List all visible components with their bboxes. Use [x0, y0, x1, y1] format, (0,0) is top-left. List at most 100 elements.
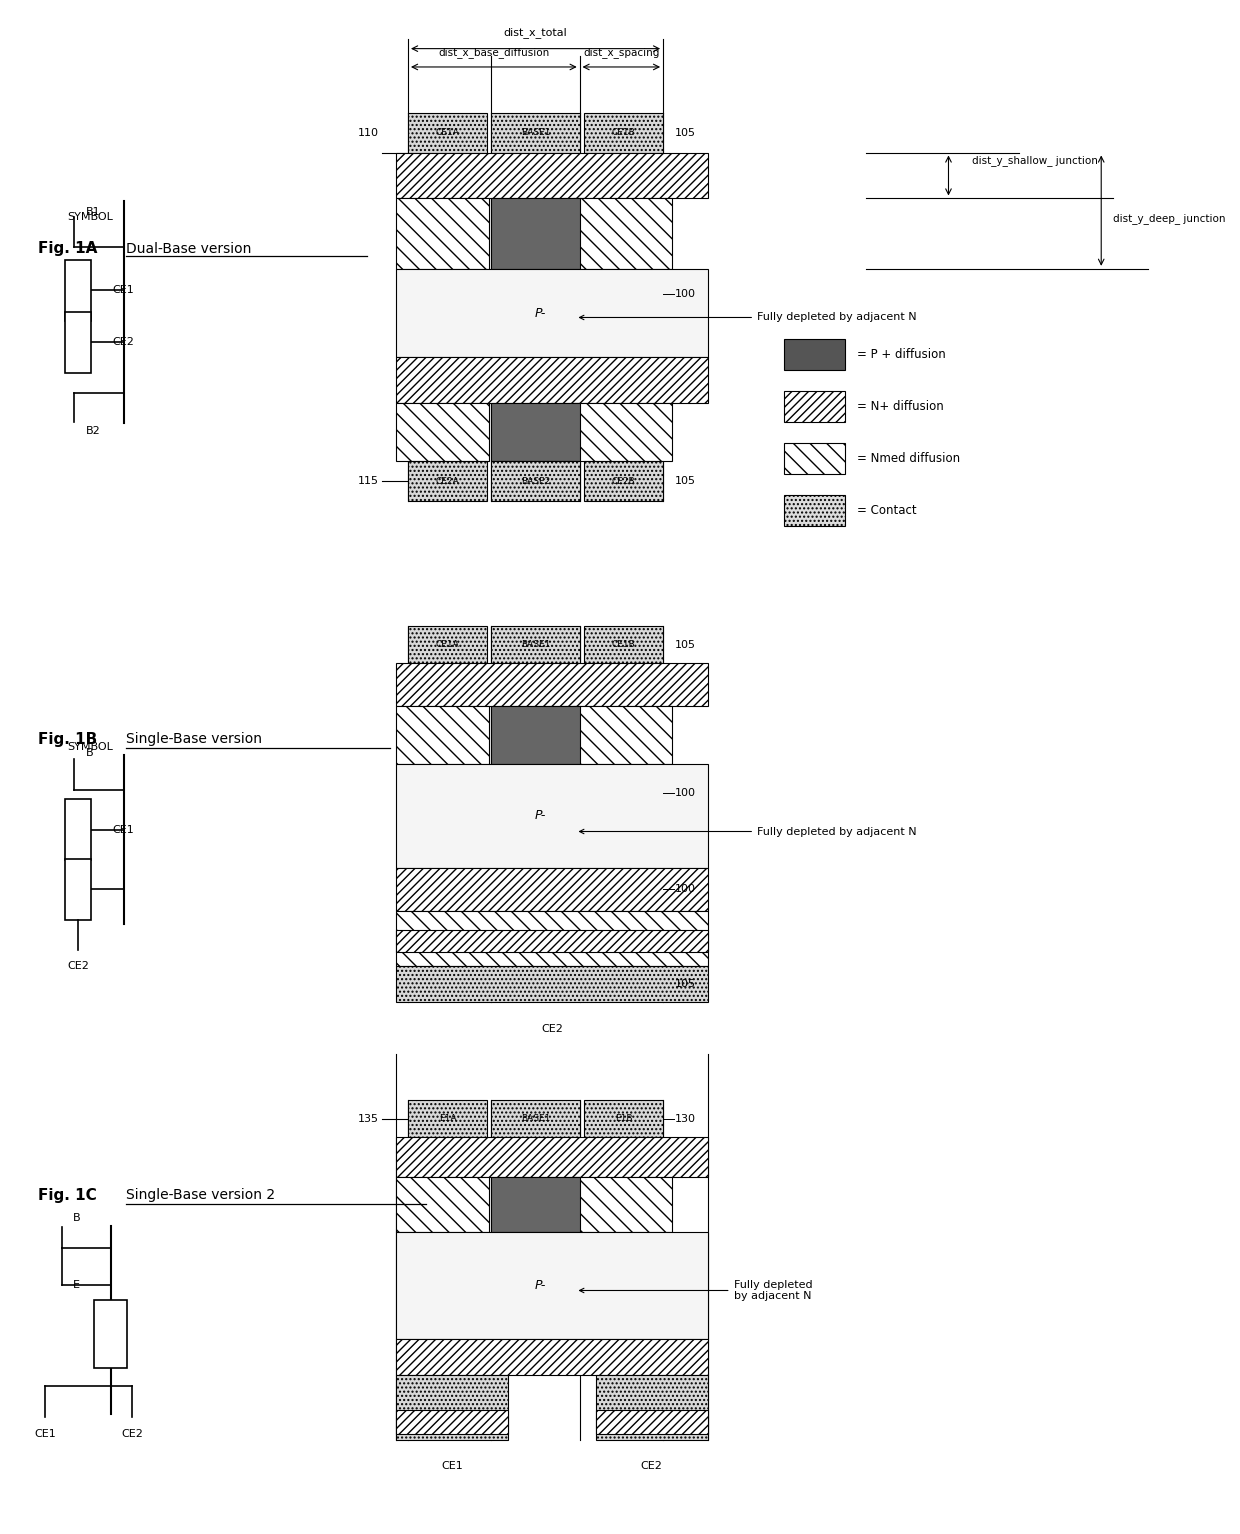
Text: Single-Base version 2: Single-Base version 2: [126, 1189, 275, 1203]
Bar: [784, 443, 846, 474]
Bar: [397, 663, 708, 706]
Text: CE2: CE2: [112, 337, 134, 347]
Bar: [64, 859, 91, 920]
Bar: [397, 152, 708, 198]
Bar: [491, 114, 579, 152]
Bar: [64, 799, 91, 861]
Bar: [408, 626, 487, 663]
Text: E1A: E1A: [439, 1114, 456, 1123]
Bar: [491, 1100, 579, 1137]
Text: Fig. 1B: Fig. 1B: [38, 732, 97, 747]
Bar: [491, 626, 579, 663]
Text: B1: B1: [87, 207, 100, 218]
Text: P-: P-: [534, 1279, 546, 1292]
Text: CE2A: CE2A: [435, 477, 459, 486]
Bar: [397, 1177, 489, 1232]
Text: SYMBOL: SYMBOL: [67, 742, 113, 752]
Bar: [584, 1100, 663, 1137]
Text: B: B: [87, 749, 94, 758]
Bar: [784, 339, 846, 370]
Text: 105: 105: [675, 979, 696, 989]
Text: 115: 115: [357, 476, 378, 486]
Text: E: E: [73, 1281, 81, 1290]
Bar: [64, 259, 91, 321]
Bar: [397, 357, 708, 403]
Text: CE2: CE2: [641, 1460, 662, 1471]
Text: 100: 100: [675, 788, 696, 798]
Text: BASE2: BASE2: [521, 477, 551, 486]
Bar: [573, 706, 672, 764]
Bar: [595, 1410, 708, 1434]
Text: dist_y_deep_ junction: dist_y_deep_ junction: [1114, 213, 1225, 224]
Bar: [573, 198, 672, 268]
Bar: [397, 764, 708, 868]
Text: dist_y_shallow_ junction: dist_y_shallow_ junction: [972, 155, 1097, 166]
Text: = P + diffusion: = P + diffusion: [857, 348, 946, 360]
Bar: [397, 268, 708, 357]
Text: = Contact: = Contact: [857, 503, 916, 517]
Text: Fully depleted by adjacent N: Fully depleted by adjacent N: [579, 827, 916, 836]
Bar: [397, 1376, 508, 1439]
Text: CE1B: CE1B: [611, 640, 636, 649]
Text: Dual-Base version: Dual-Base version: [126, 242, 252, 256]
Text: CE1: CE1: [35, 1428, 56, 1439]
Bar: [491, 462, 579, 502]
Bar: [397, 1410, 508, 1434]
Bar: [397, 930, 708, 953]
Bar: [397, 1232, 708, 1339]
Bar: [397, 1137, 708, 1177]
Text: = N+ diffusion: = N+ diffusion: [857, 400, 944, 413]
Bar: [491, 198, 579, 268]
Bar: [397, 966, 708, 1002]
Bar: [491, 403, 579, 462]
Bar: [595, 1376, 708, 1439]
Text: CE2: CE2: [67, 962, 89, 971]
Bar: [408, 1100, 487, 1137]
Bar: [784, 495, 846, 526]
Bar: [573, 403, 672, 462]
Text: Fig. 1A: Fig. 1A: [38, 241, 98, 256]
Text: P-: P-: [534, 307, 546, 319]
Bar: [584, 114, 663, 152]
Text: Fully depleted by adjacent N: Fully depleted by adjacent N: [579, 313, 916, 322]
Bar: [408, 462, 487, 502]
Text: 105: 105: [675, 127, 696, 138]
Text: 100: 100: [675, 288, 696, 299]
Text: Fig. 1C: Fig. 1C: [38, 1187, 97, 1203]
Text: Fully depleted
by adjacent N: Fully depleted by adjacent N: [579, 1279, 812, 1301]
Bar: [584, 626, 663, 663]
Text: CE1A: CE1A: [435, 640, 459, 649]
Bar: [408, 114, 487, 152]
Bar: [397, 911, 708, 966]
Text: CE1A: CE1A: [435, 129, 459, 137]
Bar: [397, 1339, 708, 1376]
Text: CE1: CE1: [112, 285, 134, 295]
Text: 105: 105: [675, 640, 696, 650]
Text: dist_x_base_diffusion: dist_x_base_diffusion: [438, 48, 549, 58]
Bar: [491, 1177, 579, 1232]
Text: 100: 100: [675, 884, 696, 894]
Text: CE1B: CE1B: [611, 129, 636, 137]
Text: CE2: CE2: [122, 1428, 143, 1439]
Text: BASE1: BASE1: [521, 129, 551, 137]
Text: B2: B2: [87, 426, 100, 436]
Bar: [94, 1301, 128, 1368]
Bar: [397, 403, 489, 462]
Text: = Nmed diffusion: = Nmed diffusion: [857, 451, 960, 465]
Bar: [397, 706, 489, 764]
Bar: [584, 462, 663, 502]
Text: CE1: CE1: [441, 1460, 464, 1471]
Text: CE2: CE2: [541, 1023, 563, 1034]
Text: Single-Base version: Single-Base version: [126, 732, 262, 746]
Text: B: B: [73, 1213, 81, 1223]
Bar: [573, 1177, 672, 1232]
Text: 130: 130: [675, 1114, 696, 1123]
Text: dist_x_spacing: dist_x_spacing: [583, 48, 660, 58]
Bar: [491, 706, 579, 764]
Text: 105: 105: [675, 476, 696, 486]
Text: BASE1: BASE1: [521, 640, 551, 649]
Text: dist_x_total: dist_x_total: [503, 28, 568, 38]
Text: 110: 110: [357, 127, 378, 138]
Text: CE2B: CE2B: [611, 477, 635, 486]
Text: BASE1: BASE1: [521, 1114, 551, 1123]
